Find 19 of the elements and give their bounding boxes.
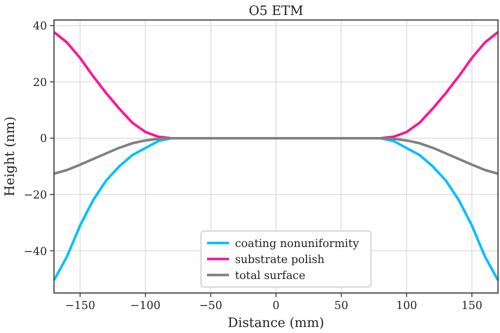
line-series xyxy=(52,136,500,175)
legend-label: coating nonuniformity xyxy=(235,237,360,250)
x-tick-label: 0 xyxy=(272,299,280,312)
y-axis-title: Height (nm) xyxy=(3,116,18,197)
x-axis-title: Distance (mm) xyxy=(228,316,324,331)
x-tick-label: −100 xyxy=(130,299,161,312)
y-tick-label: −20 xyxy=(24,188,47,202)
legend-label: total surface xyxy=(235,269,306,282)
x-tick-label: 150 xyxy=(461,299,482,312)
x-tick-label: −50 xyxy=(199,299,222,312)
y-tick-label: 40 xyxy=(33,20,47,33)
legend-label: substrate polish xyxy=(235,253,325,266)
x-tick-label: 100 xyxy=(396,299,418,312)
y-tick-label: 0 xyxy=(40,132,47,146)
x-tick-label: −150 xyxy=(65,299,96,312)
y-tick-label: 20 xyxy=(33,76,47,89)
y-tick-label: −40 xyxy=(24,244,47,258)
chart-title: O5 ETM xyxy=(248,4,304,19)
x-tick-label: 50 xyxy=(334,299,348,312)
